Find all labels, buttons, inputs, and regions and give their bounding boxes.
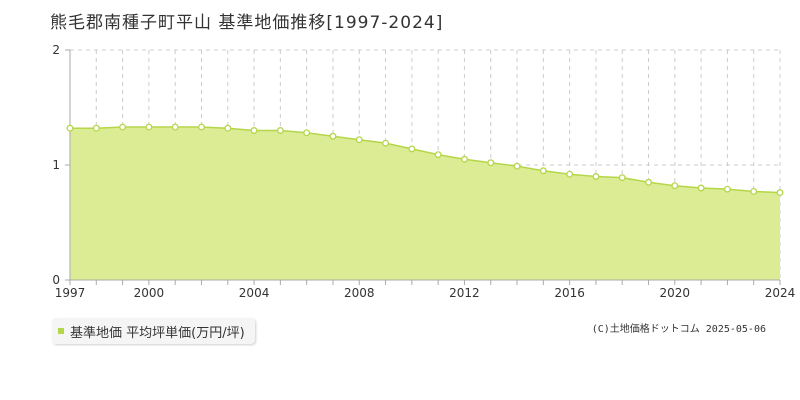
data-point <box>539 167 547 175</box>
legend-label: 基準地価 平均坪単価(万円/坪) <box>70 325 245 341</box>
data-point <box>145 123 153 131</box>
data-point <box>697 184 705 192</box>
data-point <box>434 151 442 159</box>
x-tick-label: 2024 <box>765 286 796 300</box>
data-point <box>487 159 495 167</box>
data-point <box>355 136 363 144</box>
data-point <box>408 145 416 153</box>
data-point <box>618 174 626 182</box>
data-point <box>382 139 390 147</box>
data-point <box>776 189 784 197</box>
data-point <box>329 132 337 140</box>
data-point <box>92 124 100 132</box>
x-tick-label: 2020 <box>660 286 691 300</box>
data-point <box>66 124 74 132</box>
x-tick-label: 2008 <box>344 286 375 300</box>
data-point <box>224 124 232 132</box>
x-tick-label: 2016 <box>554 286 585 300</box>
x-tick-label: 2012 <box>449 286 480 300</box>
x-tick-label: 2000 <box>134 286 165 300</box>
y-tick-label: 0 <box>52 273 60 287</box>
copyright-text: (C)土地価格ドットコム 2025-05-06 <box>591 324 766 335</box>
legend-swatch <box>58 328 64 334</box>
y-tick-label: 1 <box>52 158 60 172</box>
data-point <box>592 173 600 180</box>
data-point <box>250 127 258 134</box>
x-tick-label: 1997 <box>55 286 86 300</box>
data-point <box>171 123 179 131</box>
data-point <box>198 123 205 131</box>
data-point <box>460 155 468 163</box>
chart-title: 熊毛郡南種子町平山 基準地価推移[1997-2024] <box>50 13 444 33</box>
data-point <box>276 127 284 134</box>
data-point <box>119 123 127 131</box>
data-point <box>750 187 758 195</box>
data-point <box>671 182 679 190</box>
data-point <box>303 129 311 137</box>
y-tick-label: 2 <box>52 43 60 57</box>
area-fill <box>70 127 780 280</box>
data-point <box>513 162 521 170</box>
series-line <box>70 126 781 194</box>
data-point <box>723 185 731 193</box>
data-point <box>645 178 652 186</box>
data-point <box>566 170 574 178</box>
legend: 基準地価 平均坪単価(万円/坪) <box>52 318 255 344</box>
x-tick-label: 2004 <box>239 286 270 300</box>
